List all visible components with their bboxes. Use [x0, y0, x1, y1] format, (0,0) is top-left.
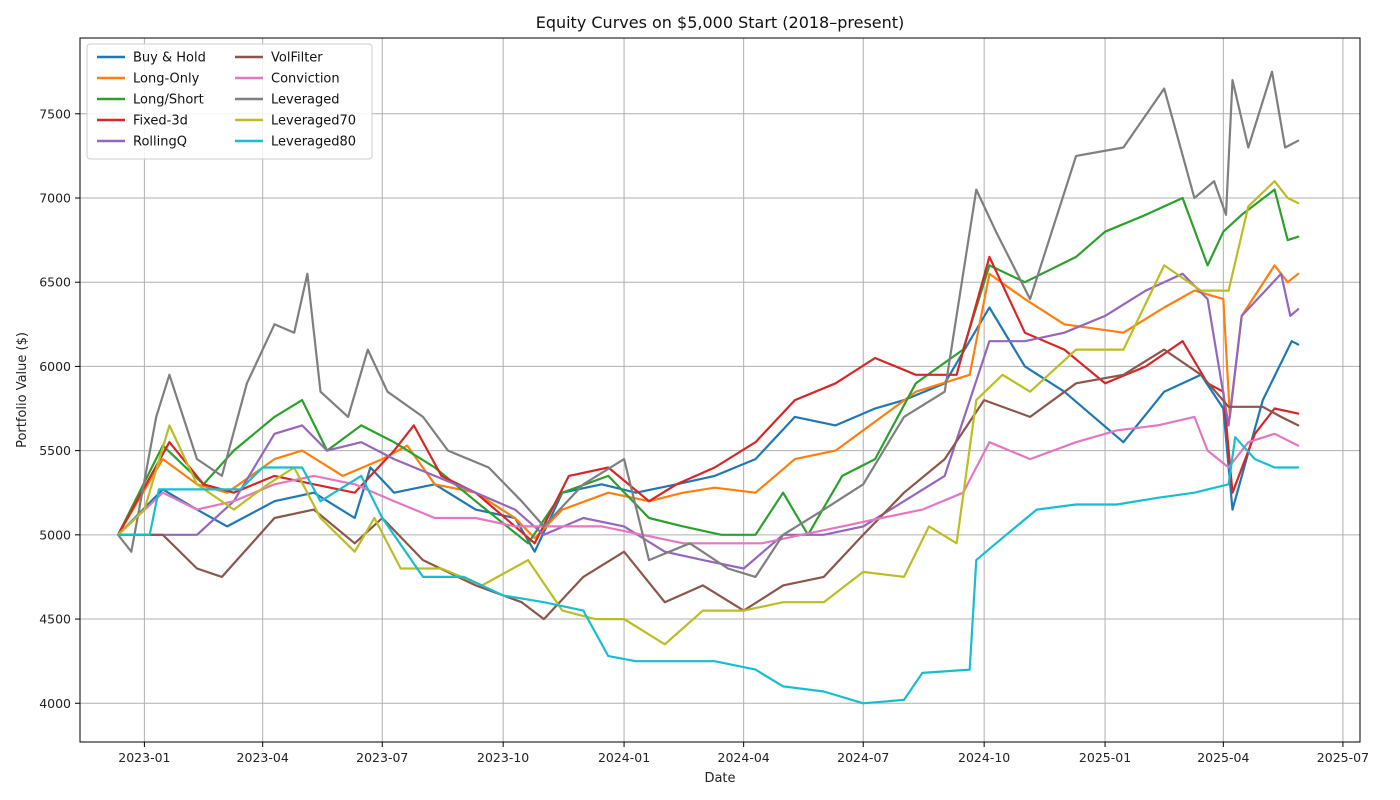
y-tick-label: 6500 [39, 275, 71, 290]
legend-label-leveraged70: Leveraged70 [271, 114, 356, 129]
series-line-conviction [116, 415, 1300, 545]
y-tick-label: 4500 [39, 612, 71, 627]
legend: Buy & Hold Long-Only Long/Short Fixed-3d Rol… [86, 43, 373, 160]
axis-ticks: 2023-01 2023-04 2023-07 2023-10 2024-01 2024-… [39, 106, 1369, 765]
x-tick-label: 2023-01 [118, 750, 170, 765]
x-tick-label: 2024-01 [598, 750, 650, 765]
series-line-fixed-3d [116, 255, 1300, 545]
y-tick-label: 7500 [39, 106, 71, 121]
x-tick-label: 2025-04 [1197, 750, 1249, 765]
series-line-long-short [116, 188, 1300, 545]
y-tick-label: 7000 [39, 191, 71, 206]
x-tick-label: 2024-10 [958, 750, 1010, 765]
series-lines [116, 70, 1300, 705]
y-tick-label: 5500 [39, 443, 71, 458]
plot-frame [79, 37, 1361, 743]
legend-label-rollingq: RollingQ [133, 135, 187, 150]
series-line-buy-hold [116, 306, 1300, 553]
legend-label-conviction: Conviction [271, 72, 340, 87]
legend-label-fixed-3d: Fixed-3d [133, 114, 188, 129]
legend-box [86, 43, 373, 160]
x-axis-label: Date [704, 771, 735, 786]
x-tick-label: 2025-01 [1079, 750, 1131, 765]
legend-label-leveraged80: Leveraged80 [271, 135, 356, 150]
series-line-leveraged80 [116, 436, 1300, 705]
x-tick-label: 2023-10 [477, 750, 529, 765]
series-line-leveraged70 [116, 180, 1300, 646]
x-tick-label: 2023-07 [356, 750, 408, 765]
legend-label-long-short: Long/Short [133, 93, 204, 108]
x-tick-label: 2024-04 [718, 750, 770, 765]
series-line-volfilter [116, 348, 1300, 621]
legend-label-leveraged: Leveraged [271, 93, 340, 108]
series-line-rollingq [116, 272, 1300, 570]
y-tick-label: 6000 [39, 359, 71, 374]
x-tick-label: 2025-07 [1317, 750, 1369, 765]
x-tick-label: 2024-07 [837, 750, 889, 765]
legend-label-long-only: Long-Only [133, 72, 200, 87]
legend-label-buy-hold: Buy & Hold [133, 51, 206, 66]
y-tick-label: 4000 [39, 696, 71, 711]
y-axis-label: Portfolio Value ($) [15, 332, 30, 448]
series-line-leveraged [116, 70, 1300, 579]
chart-title: Equity Curves on $5,000 Start (2018–pres… [536, 13, 905, 32]
y-tick-label: 5000 [39, 527, 71, 542]
x-tick-label: 2023-04 [237, 750, 289, 765]
legend-label-volfilter: VolFilter [271, 51, 323, 66]
